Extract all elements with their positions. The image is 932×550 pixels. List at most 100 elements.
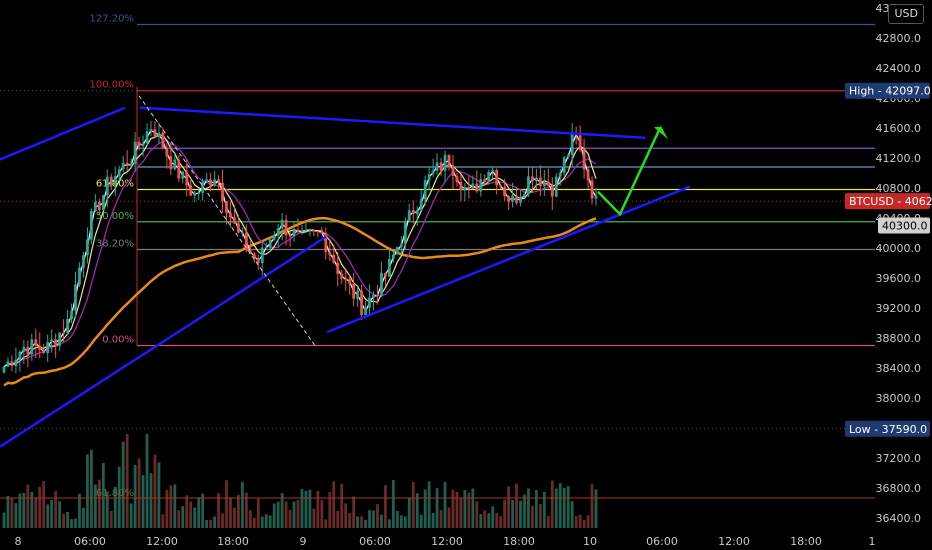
volume-bar	[558, 483, 562, 528]
volume-bar	[570, 501, 574, 528]
volume-bar	[197, 497, 201, 528]
currency-badge[interactable]: USD	[888, 4, 924, 24]
volume-bar	[149, 473, 153, 528]
candle-body	[149, 129, 153, 132]
candle-body	[535, 177, 538, 182]
candle-body	[360, 290, 363, 315]
candle-body	[459, 182, 463, 191]
x-axis[interactable]: 8 06:00 12:00 18:00 9 06:00 12:00 18:00 10 06:00 1…	[15, 535, 876, 548]
candle-body	[483, 179, 487, 183]
candle-body	[280, 219, 284, 229]
volume-bar	[344, 503, 348, 528]
volume-bar	[360, 516, 363, 528]
volume-bar	[423, 489, 427, 528]
candle-body	[519, 196, 522, 203]
candle-body	[256, 258, 260, 264]
candle-body	[384, 272, 387, 277]
volume-bar	[471, 488, 475, 528]
candle-body	[2, 366, 6, 373]
ema-mid-line	[3, 134, 597, 368]
candle-body	[491, 170, 495, 173]
volume-bar	[336, 510, 340, 528]
candle-body	[225, 201, 228, 214]
candle-body	[419, 199, 423, 211]
candle-body	[312, 229, 316, 231]
candle-body	[113, 176, 117, 185]
volume-bar	[113, 486, 117, 528]
volume-bar	[177, 510, 181, 528]
volume-bar	[439, 510, 443, 528]
candle-body	[304, 230, 308, 232]
volume-bar	[312, 508, 316, 528]
candle-body	[165, 148, 169, 157]
volume-bar	[435, 488, 439, 528]
candle-body	[74, 284, 77, 311]
candle-body	[403, 220, 407, 244]
candle-body	[237, 223, 240, 233]
volume-bar	[300, 488, 304, 528]
candle-body	[129, 163, 133, 167]
y-tick-label: 41600.0	[876, 122, 922, 135]
volume-bar	[86, 454, 89, 528]
volume-bar	[495, 512, 499, 528]
candle-body	[70, 310, 73, 319]
fib-label: 38.20%	[96, 239, 134, 250]
price-tag-text: High - 42097.0	[849, 85, 931, 98]
volume-bar	[26, 484, 30, 528]
candle-body	[181, 171, 185, 179]
candle-body	[523, 194, 526, 197]
candle-body	[380, 272, 383, 297]
candle-body	[542, 181, 546, 187]
volume-bar	[97, 479, 101, 528]
candle-body	[18, 351, 22, 360]
candle-body	[233, 217, 236, 224]
fib-label: 100.00%	[90, 80, 135, 91]
volume-bar	[34, 498, 38, 528]
candle-body	[272, 235, 276, 240]
projection-arrow	[597, 127, 662, 217]
y-axis[interactable]: 36400.036800.037200.037600.038000.038400…	[876, 2, 922, 525]
volume-bar	[562, 488, 566, 528]
volume-bar	[324, 519, 328, 528]
volume-bar	[391, 480, 395, 528]
volume-bar	[46, 504, 50, 528]
candle-body	[264, 247, 268, 249]
candle-body	[292, 230, 296, 237]
volume-bar	[240, 482, 244, 528]
candle-body	[173, 159, 177, 170]
volume-bar	[105, 491, 109, 528]
volume-bar	[125, 434, 129, 528]
candle-body	[439, 162, 443, 171]
candle-body	[22, 346, 26, 352]
volume-bar	[467, 492, 471, 528]
volume-bar	[296, 500, 300, 528]
y-tick-label: 38000.0	[876, 392, 922, 405]
x-tick-label: 12:00	[146, 535, 178, 548]
candle-body	[276, 228, 280, 236]
candle-body	[157, 132, 161, 137]
y-tick-label: 38800.0	[876, 332, 922, 345]
x-tick-label: 9	[300, 535, 307, 548]
candle-body	[372, 294, 375, 298]
candle-body	[499, 185, 503, 187]
volume-bar	[542, 491, 546, 528]
volume-bar	[201, 493, 205, 528]
resistance-line	[139, 106, 646, 139]
candle-body	[252, 253, 256, 259]
candle-body	[399, 243, 403, 247]
x-tick-label: 8	[15, 535, 22, 548]
volume-bar	[582, 519, 586, 528]
candle-body	[320, 231, 324, 234]
candle-body	[240, 232, 244, 234]
candle-body	[93, 201, 97, 211]
volume-bar	[511, 499, 514, 528]
grid	[0, 90, 875, 430]
candle-body	[423, 180, 427, 200]
candle-body	[300, 230, 304, 232]
volume-bar	[280, 493, 284, 528]
y-tick-label: 42400.0	[876, 62, 922, 75]
volume-bar	[503, 499, 507, 528]
y-tick-label: 40800.0	[876, 182, 922, 195]
volume-bar	[399, 515, 403, 528]
